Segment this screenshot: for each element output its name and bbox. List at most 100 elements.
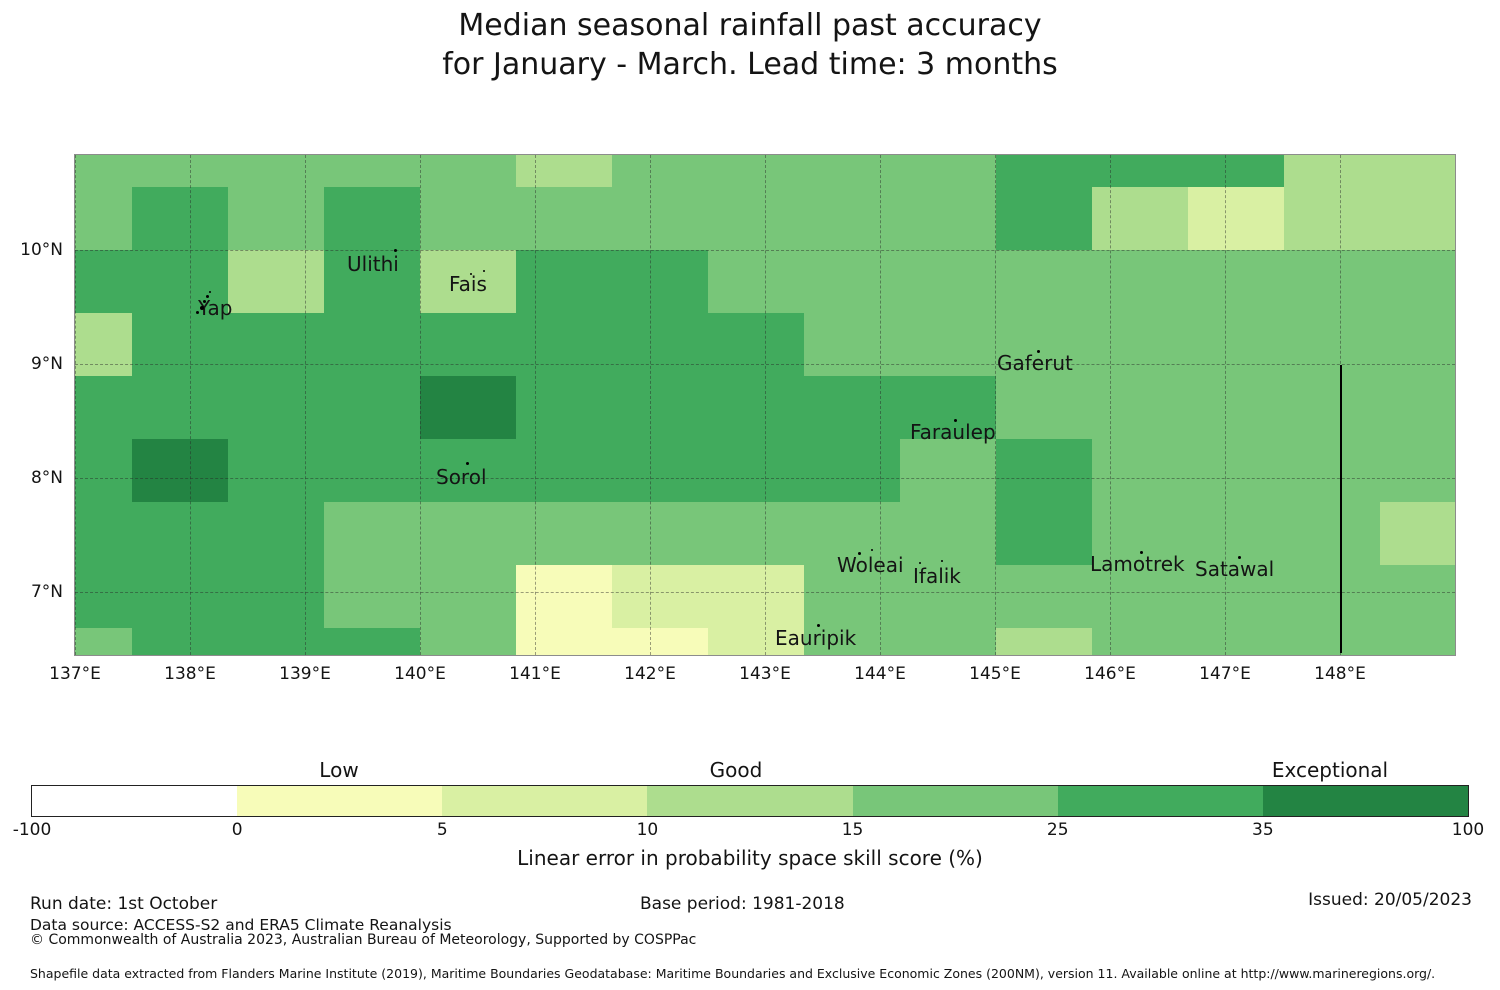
map-cell [612, 250, 709, 314]
map-cell [900, 376, 997, 440]
map-cell [900, 439, 997, 503]
map-cell [708, 155, 805, 188]
map-cell [804, 187, 901, 251]
map-cell [324, 313, 421, 377]
map-cell [420, 155, 517, 188]
map-cell [324, 628, 421, 655]
map-cell [324, 187, 421, 251]
island-label-fais: Fais [449, 272, 487, 296]
map-cell [1092, 313, 1189, 377]
map-cell [1380, 155, 1455, 188]
longitude-gridline [75, 155, 76, 655]
map-cell [324, 502, 421, 566]
island-label-faraulep: Faraulep [910, 420, 996, 444]
island-label-woleai: Woleai [837, 553, 904, 577]
map-cell [228, 187, 325, 251]
colorbar-caption: Linear error in probability space skill … [517, 846, 983, 870]
longitude-gridline [880, 155, 881, 655]
map-plot-area: Yap Ulithi Fais Gaferut Faraulep Sorol Woleai I… [74, 154, 1456, 656]
x-tick-label: 142°E [624, 664, 676, 684]
map-cell [996, 313, 1093, 377]
colorbar-tick-label: 100 [1451, 820, 1485, 840]
island-marker-fais [483, 270, 485, 272]
map-cell [1380, 502, 1455, 566]
island-marker-ifalik [919, 562, 921, 564]
map-cell [1380, 439, 1455, 503]
map-cell [1092, 628, 1189, 655]
x-tick-label: 146°E [1084, 664, 1136, 684]
map-cell [996, 439, 1093, 503]
map-cell [804, 376, 901, 440]
colorbar-tick-label: 15 [841, 820, 864, 840]
y-tick-label: 10°N [20, 240, 63, 260]
map-cell [996, 628, 1093, 655]
map-cell [420, 628, 517, 655]
map-cell [228, 439, 325, 503]
map-cell [1380, 187, 1455, 251]
map-cell [324, 439, 421, 503]
map-cell [132, 187, 229, 251]
map-cell [708, 313, 805, 377]
longitude-gridline [190, 155, 191, 655]
island-marker-woleai [858, 552, 861, 555]
map-cell [612, 565, 709, 629]
map-cell [1380, 250, 1455, 314]
map-cell [804, 250, 901, 314]
map-cell [420, 187, 517, 251]
island-marker-satawal [1238, 556, 1241, 559]
island-marker-yap [206, 295, 209, 298]
eez-boundary-line [1340, 365, 1342, 653]
island-marker-yap [209, 291, 211, 293]
map-cell [804, 155, 901, 188]
map-cell [1092, 565, 1189, 629]
map-cell [900, 565, 997, 629]
map-cell [900, 628, 997, 655]
colorbar-tick-label: 25 [1046, 820, 1069, 840]
map-cell [612, 502, 709, 566]
map-cell [1284, 628, 1381, 655]
map-cell [900, 250, 997, 314]
map-cell [900, 187, 997, 251]
map-cell [324, 565, 421, 629]
map-cell [75, 313, 133, 377]
x-tick-label: 147°E [1199, 664, 1251, 684]
map-cell [996, 250, 1093, 314]
map-cell [900, 155, 997, 188]
map-cell [1380, 313, 1455, 377]
latitude-gridline [75, 250, 1455, 251]
map-cell [1284, 376, 1381, 440]
map-cell [1380, 628, 1455, 655]
map-cell [75, 376, 133, 440]
latitude-gridline [75, 592, 1455, 593]
map-cell [516, 565, 613, 629]
map-cell [132, 628, 229, 655]
longitude-gridline [650, 155, 651, 655]
colorbar-tick-label: 10 [636, 820, 659, 840]
map-cell [1188, 155, 1285, 188]
latitude-gridline [75, 364, 1455, 365]
map-cell [324, 376, 421, 440]
map-cell [1092, 155, 1189, 188]
map-cell [420, 376, 517, 440]
colorbar-segment [442, 786, 648, 816]
map-cell [132, 155, 229, 188]
map-cell [516, 376, 613, 440]
colorbar-tick-label: -100 [12, 820, 52, 840]
x-tick-label: 144°E [854, 664, 906, 684]
island-marker-eauripik [817, 624, 820, 627]
island-label-gaferut: Gaferut [997, 351, 1073, 375]
map-cell [132, 250, 229, 314]
map-cell [1188, 628, 1285, 655]
colorbar-tick-label: 0 [231, 820, 243, 840]
map-cell [132, 565, 229, 629]
map-cell [75, 250, 133, 314]
colorbar-segment [852, 786, 1058, 816]
colorbar-tick-label: 5 [436, 820, 448, 840]
map-cell [324, 250, 421, 314]
island-label-sorol: Sorol [436, 465, 487, 489]
map-cell [996, 565, 1093, 629]
island-label-eauripik: Eauripik [775, 626, 857, 650]
colorbar-segment [1057, 786, 1263, 816]
map-cell [420, 565, 517, 629]
